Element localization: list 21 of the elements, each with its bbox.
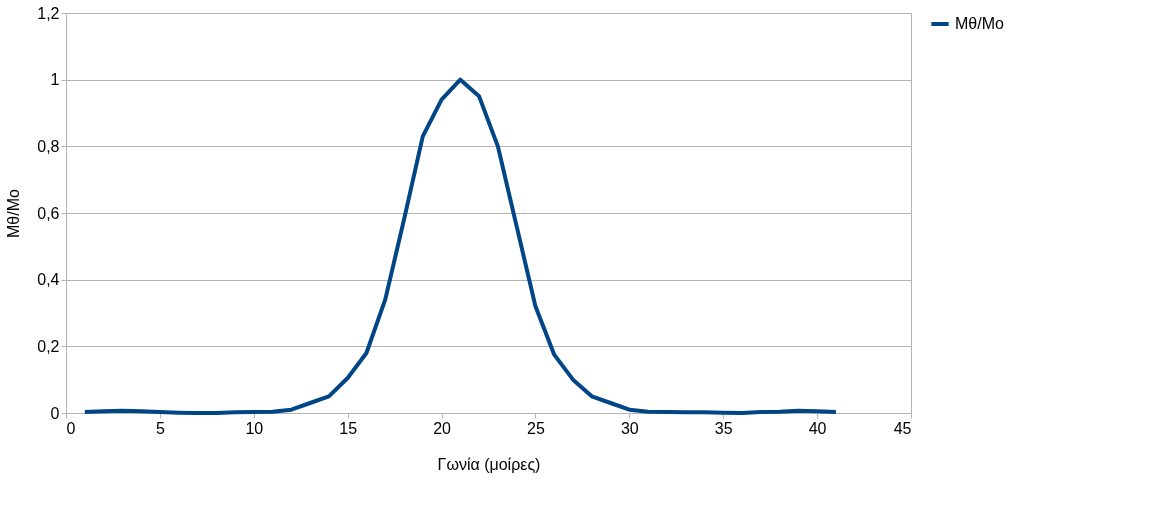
x-tick-label: 40 <box>808 419 827 437</box>
x-tick-label: 30 <box>620 419 639 437</box>
legend-label: Mθ/Mo <box>955 15 1004 32</box>
y-tick-label: 0 <box>50 404 60 422</box>
x-axis-title: Γωνία (μοίρες) <box>437 455 541 473</box>
y-axis-title: Mθ/Mo <box>5 188 23 238</box>
x-tick-label: 25 <box>527 419 545 437</box>
x-tick-label: 20 <box>433 419 452 437</box>
x-tick-label: 0 <box>66 419 76 437</box>
y-tick-label: 0,6 <box>37 204 60 222</box>
y-tick-label: 0,4 <box>37 271 60 289</box>
x-tick-label: 15 <box>339 419 358 437</box>
y-tick-label: 1,2 <box>37 4 60 22</box>
y-tick-label: 0,2 <box>37 337 60 355</box>
y-tick-label: 1 <box>50 71 60 89</box>
y-tick-label: 0,8 <box>37 137 60 155</box>
x-tick-label: 10 <box>245 419 264 437</box>
x-tick-label: 45 <box>893 419 912 437</box>
x-tick-label: 5 <box>155 419 165 437</box>
x-tick-label: 35 <box>714 419 733 437</box>
line-series <box>82 77 838 415</box>
